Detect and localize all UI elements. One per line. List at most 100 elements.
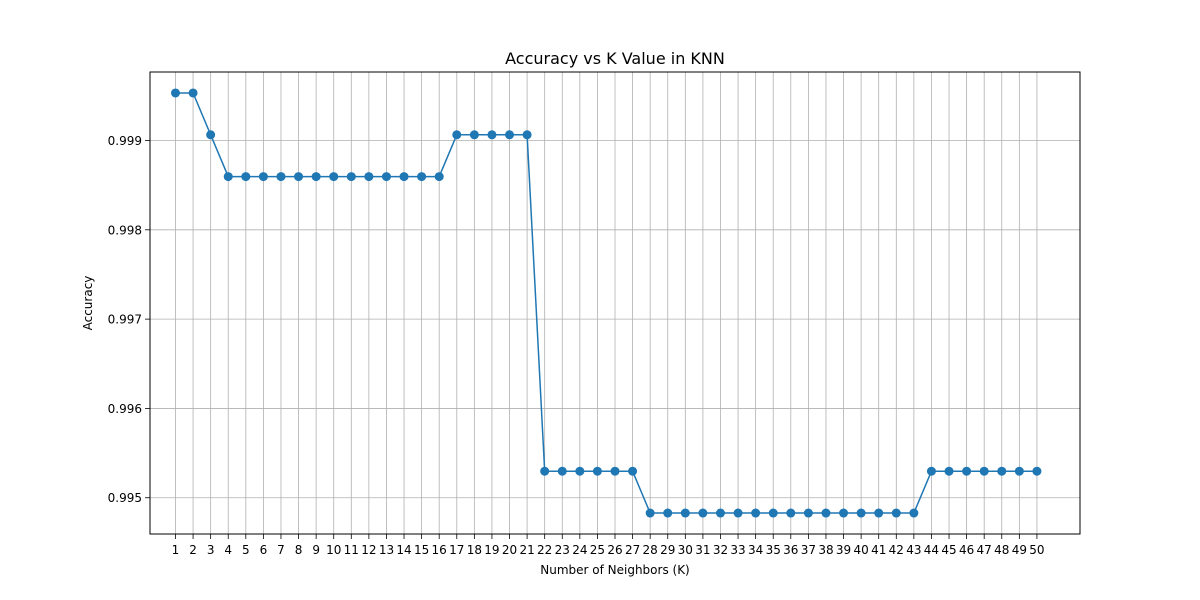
data-point-k50	[1032, 466, 1042, 476]
tick-layer: 1 2 3 4 5 6 7 8 9 10 11 12 13 14 15 16 17 18 19 20 21 22 23 24 2…	[108, 134, 1045, 557]
x-tick-label: 30	[678, 543, 693, 557]
chart-title: Accuracy vs K Value in KNN	[505, 49, 725, 68]
x-tick-label: 22	[537, 543, 552, 557]
data-point-k29	[663, 508, 673, 518]
data-point-k4	[223, 172, 233, 182]
data-point-k28	[645, 508, 655, 518]
data-point-k1	[170, 88, 180, 98]
data-point-k43	[909, 508, 919, 518]
x-tick-label: 50	[1029, 543, 1044, 557]
x-tick-label: 46	[959, 543, 974, 557]
data-point-k40	[856, 508, 866, 518]
x-tick-label: 39	[836, 543, 851, 557]
data-point-k42	[891, 508, 901, 518]
x-tick-label: 5	[242, 543, 250, 557]
x-tick-label: 17	[449, 543, 464, 557]
series-layer	[170, 88, 1042, 518]
x-tick-label: 31	[695, 543, 710, 557]
data-point-k37	[803, 508, 813, 518]
x-tick-label: 3	[207, 543, 215, 557]
data-point-k21	[522, 130, 532, 140]
x-tick-label: 44	[924, 543, 939, 557]
x-tick-label: 2	[189, 543, 197, 557]
data-point-k13	[381, 172, 391, 182]
x-tick-label: 15	[414, 543, 429, 557]
y-axis-label: Accuracy	[81, 276, 95, 331]
data-point-k31	[698, 508, 708, 518]
data-point-k45	[944, 466, 954, 476]
x-tick-label: 21	[519, 543, 534, 557]
data-point-k2	[188, 88, 198, 98]
y-tick-label: 0.996	[108, 402, 142, 416]
x-tick-label: 7	[277, 543, 285, 557]
x-tick-label: 27	[625, 543, 640, 557]
x-tick-label: 48	[994, 543, 1009, 557]
x-tick-label: 14	[396, 543, 411, 557]
data-point-k30	[680, 508, 690, 518]
x-tick-label: 16	[432, 543, 447, 557]
x-tick-label: 18	[467, 543, 482, 557]
x-axis-label: Number of Neighbors (K)	[540, 563, 690, 577]
x-tick-label: 13	[379, 543, 394, 557]
x-tick-label: 20	[502, 543, 517, 557]
data-point-k18	[469, 130, 479, 140]
x-tick-label: 34	[748, 543, 763, 557]
data-point-k25	[592, 466, 602, 476]
x-tick-label: 8	[295, 543, 303, 557]
x-tick-label: 26	[607, 543, 622, 557]
x-tick-label: 43	[906, 543, 921, 557]
data-point-k47	[979, 466, 989, 476]
y-tick-label: 0.995	[108, 491, 142, 505]
data-point-k6	[258, 172, 268, 182]
data-point-k20	[505, 130, 515, 140]
data-point-k39	[839, 508, 849, 518]
x-tick-label: 42	[889, 543, 904, 557]
x-tick-label: 37	[801, 543, 816, 557]
x-tick-label: 12	[361, 543, 376, 557]
data-point-k11	[346, 172, 356, 182]
data-point-k3	[206, 130, 216, 140]
x-tick-label: 40	[853, 543, 868, 557]
x-tick-label: 36	[783, 543, 798, 557]
data-point-k12	[364, 172, 374, 182]
data-point-k44	[926, 466, 936, 476]
data-point-k49	[1014, 466, 1024, 476]
data-point-k27	[628, 466, 638, 476]
x-tick-label: 33	[730, 543, 745, 557]
data-point-k46	[962, 466, 972, 476]
data-point-k26	[610, 466, 620, 476]
x-tick-label: 10	[326, 543, 341, 557]
data-point-k16	[434, 172, 444, 182]
data-point-k34	[751, 508, 761, 518]
x-tick-label: 45	[941, 543, 956, 557]
x-tick-label: 11	[344, 543, 359, 557]
x-tick-label: 32	[713, 543, 728, 557]
data-point-k5	[241, 172, 251, 182]
data-point-k36	[786, 508, 796, 518]
grid-layer	[150, 72, 1080, 534]
data-point-k9	[311, 172, 321, 182]
data-point-k22	[540, 466, 550, 476]
data-point-k33	[733, 508, 743, 518]
data-point-k41	[874, 508, 884, 518]
data-point-k19	[487, 130, 497, 140]
x-tick-label: 35	[766, 543, 781, 557]
y-tick-label: 0.998	[108, 223, 142, 237]
y-tick-label: 0.999	[108, 134, 142, 148]
x-tick-label: 9	[312, 543, 320, 557]
x-tick-label: 4	[224, 543, 232, 557]
data-point-k38	[821, 508, 831, 518]
x-tick-label: 19	[484, 543, 499, 557]
x-tick-label: 28	[643, 543, 658, 557]
x-tick-label: 6	[260, 543, 268, 557]
data-point-k23	[557, 466, 567, 476]
data-point-k10	[329, 172, 339, 182]
x-tick-label: 41	[871, 543, 886, 557]
y-tick-label: 0.997	[108, 313, 142, 327]
data-point-k32	[715, 508, 725, 518]
data-point-k15	[417, 172, 427, 182]
x-tick-label: 47	[977, 543, 992, 557]
data-point-k24	[575, 466, 585, 476]
